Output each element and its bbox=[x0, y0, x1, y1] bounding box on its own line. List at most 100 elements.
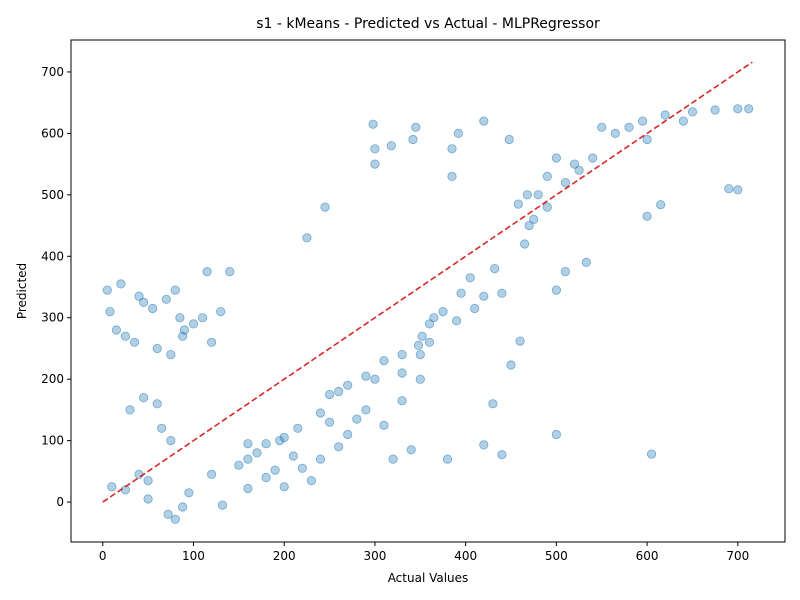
scatter-point bbox=[302, 233, 312, 243]
x-tick-label: 400 bbox=[454, 549, 477, 563]
y-tick-label: 300 bbox=[41, 311, 64, 325]
scatter-point bbox=[453, 128, 463, 138]
y-axis-ticks: 0 100 200 300 400 500 600 700 bbox=[41, 65, 71, 509]
scatter-point bbox=[513, 199, 523, 209]
scatter-point bbox=[178, 331, 188, 341]
scatter-point bbox=[479, 291, 489, 301]
scatter-point bbox=[343, 429, 353, 440]
scatter-point bbox=[343, 380, 353, 390]
scatter-point bbox=[744, 104, 754, 114]
scatter-point bbox=[447, 144, 457, 154]
scatter-points bbox=[102, 104, 754, 524]
scatter-point bbox=[733, 185, 743, 195]
y-tick-label: 700 bbox=[41, 65, 64, 79]
scatter-point bbox=[678, 116, 689, 126]
scatter-point bbox=[320, 202, 330, 212]
y-tick-label: 100 bbox=[41, 434, 64, 448]
scatter-point bbox=[275, 435, 285, 446]
scatter-point bbox=[597, 122, 607, 132]
scatter-point bbox=[642, 134, 652, 145]
scatter-point bbox=[361, 405, 371, 415]
scatter-point bbox=[424, 337, 434, 347]
x-tick-label: 300 bbox=[363, 549, 386, 563]
x-tick-label: 600 bbox=[636, 549, 659, 563]
reference-line bbox=[102, 61, 753, 503]
scatter-point bbox=[161, 294, 171, 304]
scatter-point bbox=[252, 448, 262, 458]
scatter-point bbox=[143, 494, 153, 504]
scatter-point bbox=[105, 306, 115, 317]
scatter-point bbox=[551, 429, 562, 440]
scatter-point bbox=[415, 374, 425, 384]
scatter-point bbox=[178, 502, 188, 512]
y-tick-label: 600 bbox=[41, 126, 64, 140]
scatter-point bbox=[188, 319, 199, 329]
scatter-point bbox=[687, 107, 698, 117]
scatter-point bbox=[163, 509, 173, 520]
scatter-point bbox=[324, 417, 335, 427]
x-tick-label: 700 bbox=[726, 549, 749, 563]
y-tick-label: 0 bbox=[56, 495, 64, 509]
scatter-point bbox=[529, 214, 539, 224]
scatter-point bbox=[216, 306, 226, 317]
scatter-point bbox=[288, 451, 298, 461]
scatter-point bbox=[386, 141, 396, 151]
scatter-point bbox=[129, 337, 140, 347]
scatter-point bbox=[243, 454, 253, 464]
scatter-point bbox=[243, 439, 253, 449]
plot-frame bbox=[70, 39, 786, 543]
scatter-point bbox=[522, 190, 532, 200]
scatter-point bbox=[270, 465, 280, 475]
scatter-point bbox=[415, 349, 425, 360]
scatter-point bbox=[134, 469, 144, 479]
scatter-point bbox=[139, 392, 149, 403]
scatter-point bbox=[175, 313, 185, 323]
y-tick-label: 200 bbox=[41, 372, 64, 386]
x-tick-label: 0 bbox=[99, 549, 107, 563]
scatter-point bbox=[442, 454, 453, 464]
scatter-point bbox=[542, 202, 552, 212]
scatter-point bbox=[324, 389, 335, 400]
scatter-point bbox=[447, 171, 457, 181]
scatter-point bbox=[397, 368, 407, 378]
scatter-point bbox=[234, 460, 244, 470]
scatter-point bbox=[588, 153, 598, 163]
scatter-point bbox=[207, 337, 217, 347]
scatter-point bbox=[574, 165, 584, 175]
scatter-point bbox=[406, 445, 416, 455]
scatter-point bbox=[370, 144, 380, 154]
scatter-point bbox=[370, 159, 380, 169]
scatter-point bbox=[710, 105, 720, 115]
scatter-point bbox=[581, 257, 591, 267]
scatter-point bbox=[261, 439, 271, 449]
scatter-point bbox=[656, 200, 666, 210]
scatter-point bbox=[642, 211, 652, 221]
scatter-point bbox=[333, 442, 344, 452]
scatter-point bbox=[733, 104, 743, 114]
scatter-point bbox=[379, 420, 389, 430]
scatter-point bbox=[379, 356, 389, 366]
scatter-point bbox=[370, 374, 380, 384]
y-tick-label: 400 bbox=[41, 249, 64, 263]
scatter-point bbox=[152, 399, 162, 409]
scatter-point bbox=[551, 285, 562, 295]
scatter-point bbox=[497, 288, 507, 298]
scatter-point bbox=[198, 313, 208, 323]
scatter-point bbox=[207, 469, 217, 479]
scatter-point bbox=[533, 190, 543, 200]
scatter-point bbox=[107, 482, 117, 492]
scatter-point bbox=[470, 303, 480, 314]
scatter-point bbox=[261, 472, 271, 483]
scatter-point bbox=[139, 297, 149, 307]
scatter-point bbox=[352, 414, 362, 424]
scatter-point bbox=[411, 122, 421, 132]
scatter-point bbox=[297, 463, 307, 473]
scatter-point bbox=[202, 266, 212, 277]
scatter-point bbox=[490, 263, 500, 274]
scatter-point bbox=[417, 331, 427, 341]
scatter-point bbox=[279, 432, 289, 443]
scatter-point bbox=[293, 423, 303, 433]
scatter-point bbox=[166, 349, 176, 360]
chart-title: s1 - kMeans - Predicted vs Actual - MLPR… bbox=[256, 16, 600, 32]
